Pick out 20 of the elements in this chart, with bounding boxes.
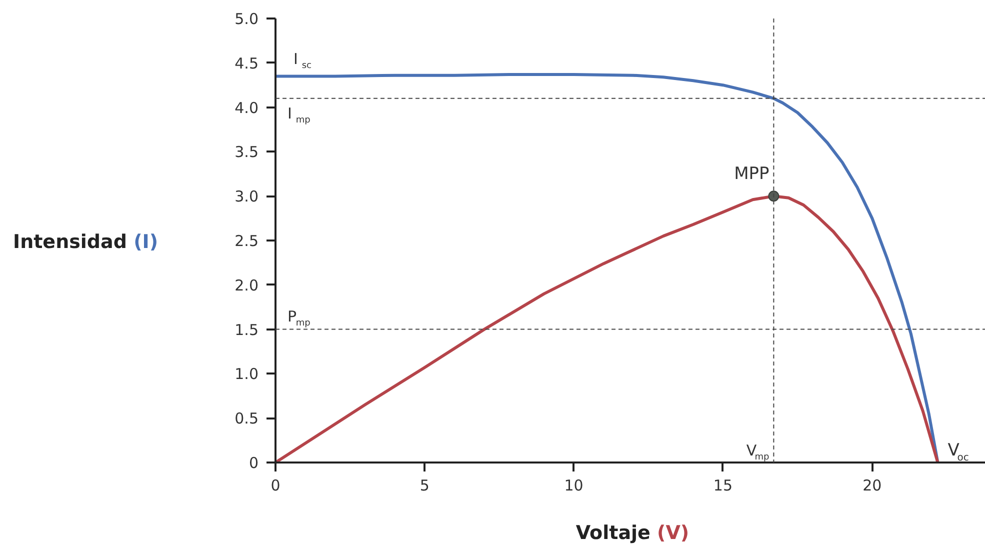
y-tick-label: 2.0 [234, 276, 259, 294]
y-tick-label: 4.0 [234, 98, 259, 117]
y-tick-label: 3.5 [234, 143, 259, 162]
x-tick-label: 20 [862, 476, 882, 494]
line-series [276, 72, 940, 462]
y-tick-label: 1.0 [234, 365, 259, 384]
y-tick-label: 4.5 [234, 54, 259, 72]
y-tick-label: 0 [248, 454, 259, 472]
y-tick-label: 3.0 [234, 188, 259, 206]
y-tick-label: 1.5 [234, 320, 259, 339]
y-tick-label: 2.5 [234, 232, 259, 250]
x-axis-title: Voltaje (V) [576, 521, 690, 546]
y-tick-label: 0.5 [234, 410, 259, 428]
y-axis-title: Intensidad (I) [13, 230, 158, 255]
x-tick-label: 10 [564, 476, 584, 494]
x-tick-label: 5 [420, 476, 430, 494]
x-tick-label: 15 [713, 476, 733, 494]
y-tick-label: 5.0 [234, 10, 259, 28]
annotation: MPP [734, 164, 770, 184]
x-tick-label: 0 [270, 476, 280, 494]
